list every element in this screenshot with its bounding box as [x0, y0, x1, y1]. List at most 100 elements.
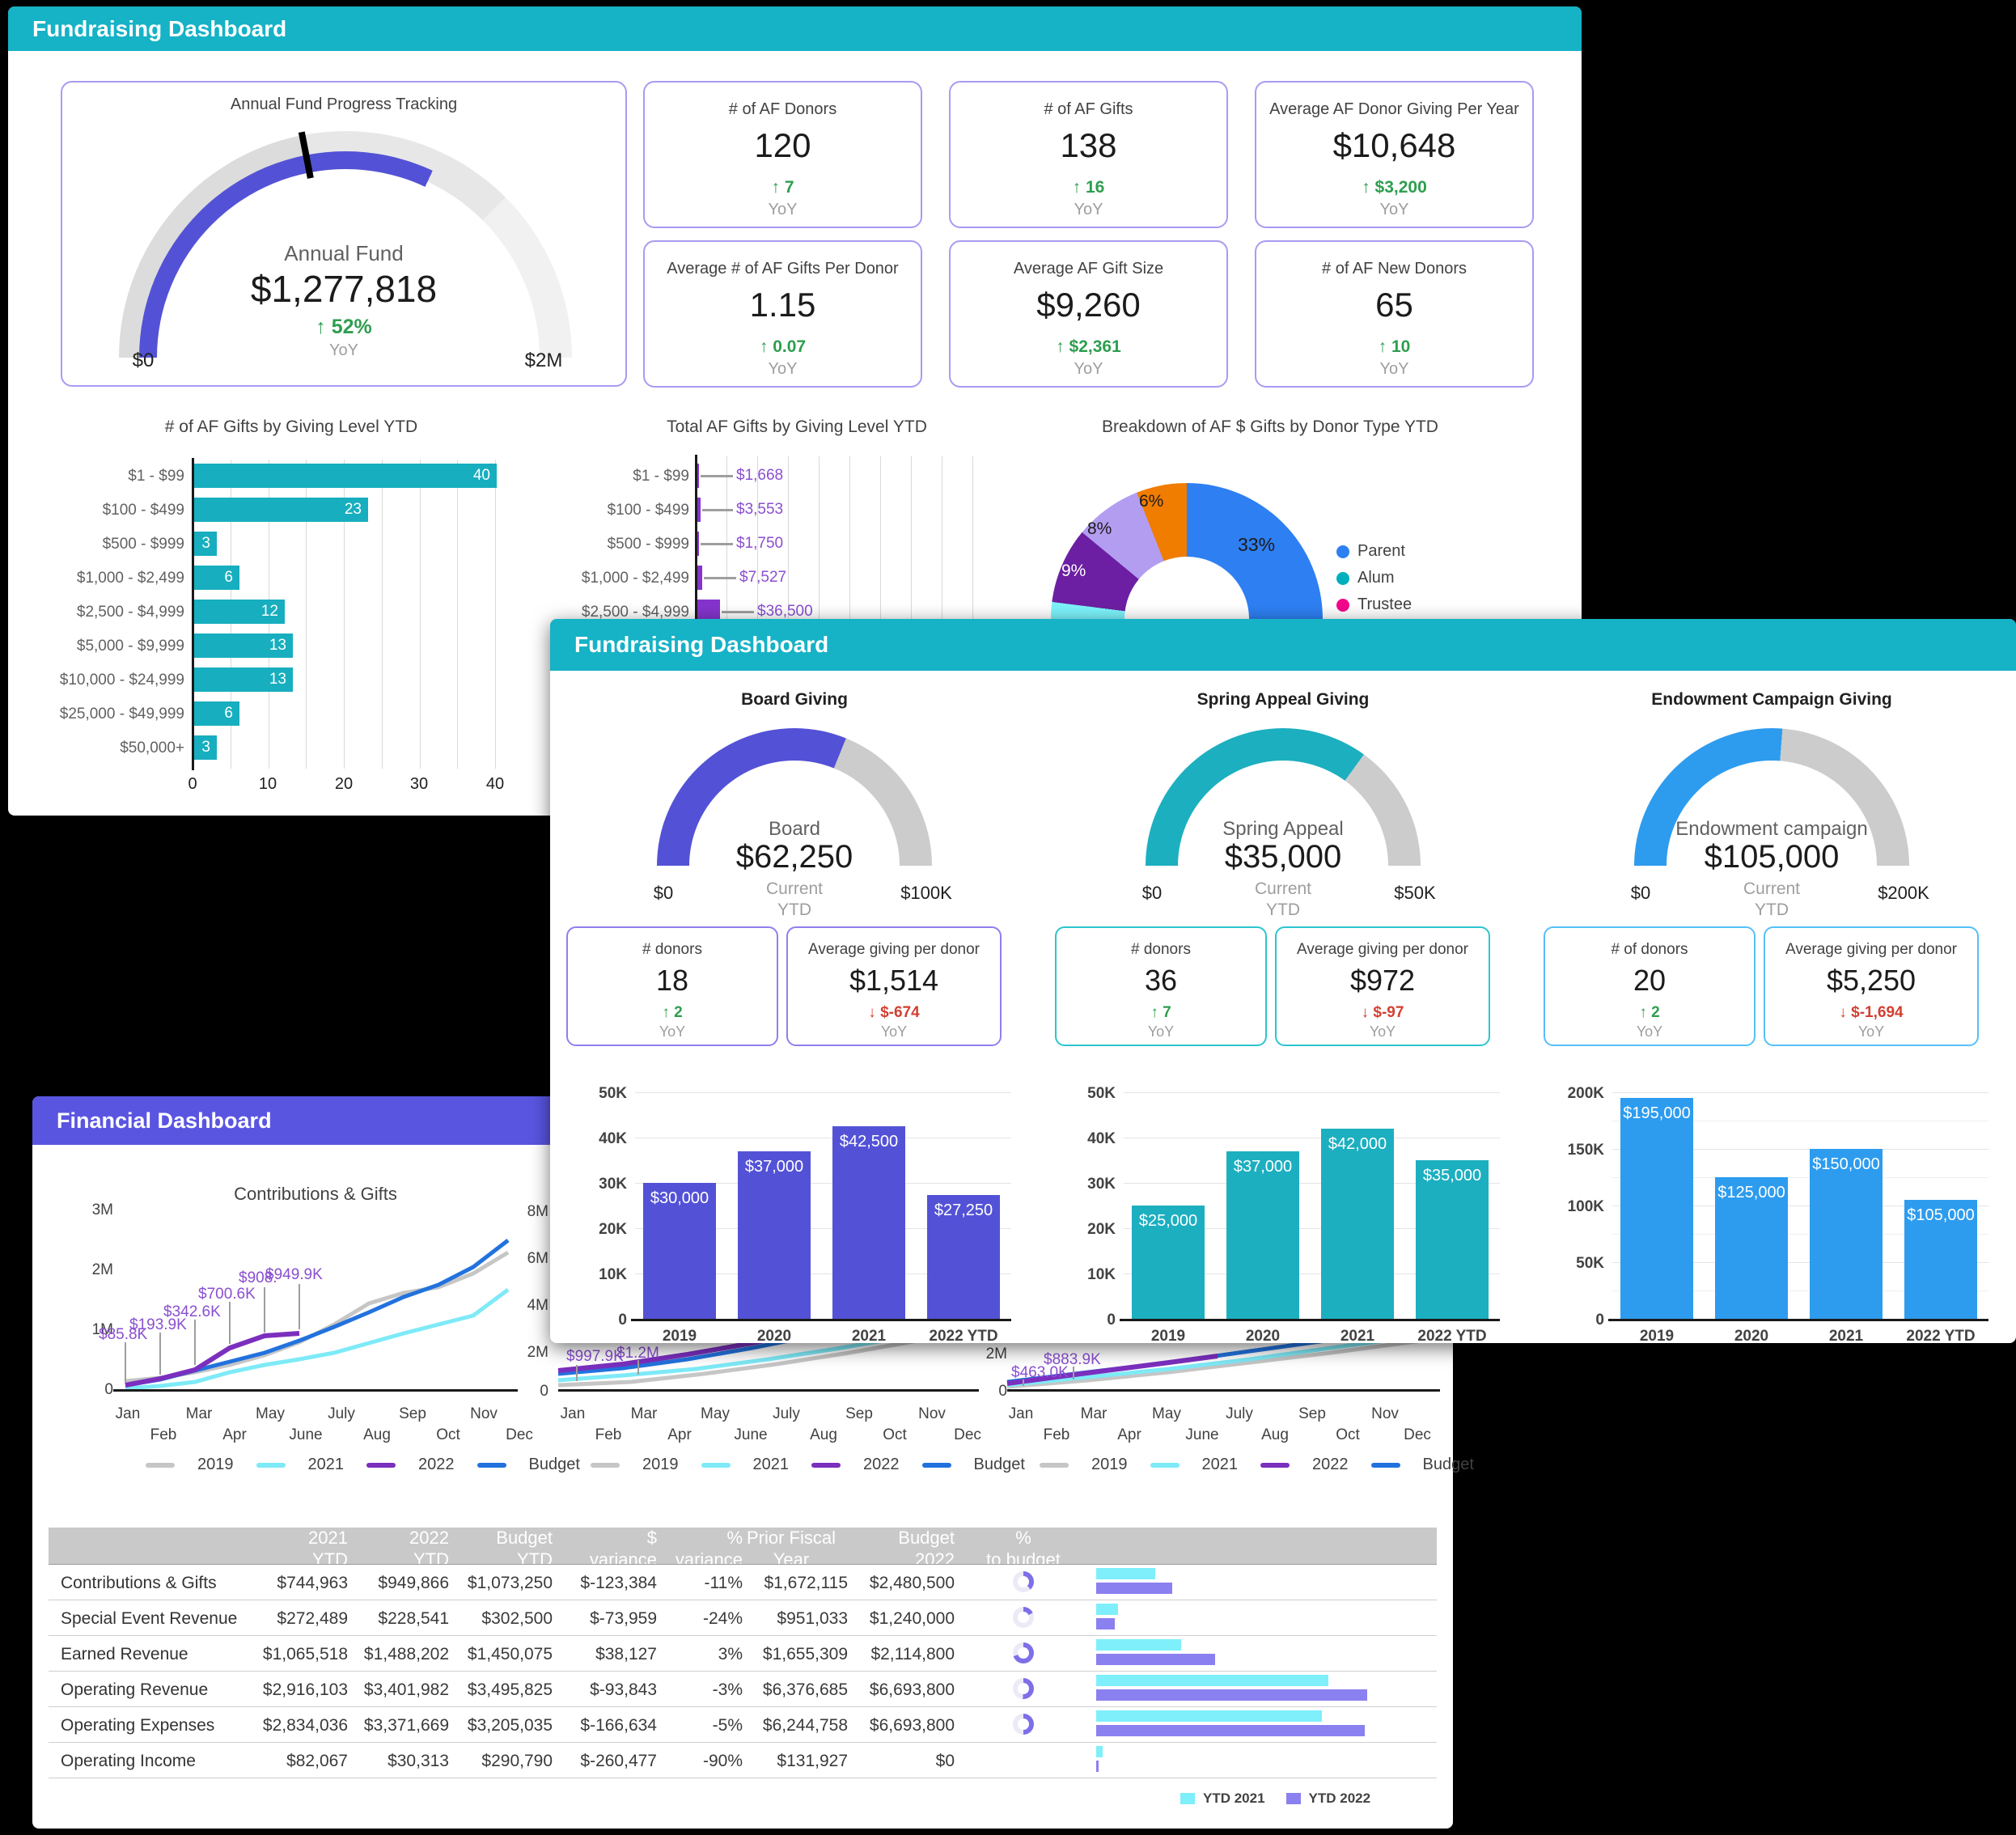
- donors-card: # donors 36 ↑ 7 YoY: [1055, 926, 1267, 1046]
- bar-2021[interactable]: $42,500: [832, 1126, 905, 1319]
- kpi-yoy: YoY: [1379, 360, 1409, 378]
- contributions-line-chart: [125, 1239, 510, 1391]
- bar-value-label: $1,750: [736, 535, 784, 552]
- bar-2019[interactable]: $25,000: [1132, 1206, 1205, 1319]
- kpi-yoy: YoY: [768, 201, 798, 218]
- chart3-lines: [1006, 1333, 1441, 1389]
- chart3-legend[interactable]: 2019 2021 2022 Budget: [1040, 1456, 1474, 1474]
- bar-ytd-2021[interactable]: [1096, 1568, 1155, 1579]
- month-label: Apr: [667, 1426, 692, 1443]
- cat-label: $10,000 - $24,999: [59, 672, 184, 689]
- bar[interactable]: 6: [194, 701, 239, 726]
- month-label: Mar: [1080, 1405, 1108, 1422]
- bar-ytd-2021[interactable]: [1096, 1675, 1328, 1686]
- legend-label: YTD 2021: [1203, 1791, 1265, 1806]
- chart2-legend[interactable]: 2019 2021 2022 Budget: [591, 1456, 1025, 1474]
- kpi-yoy: YoY: [1074, 201, 1103, 218]
- bar[interactable]: [697, 532, 699, 556]
- bar-ytd-2021[interactable]: [1096, 1710, 1322, 1722]
- cat-label: $500 - $999: [102, 536, 184, 553]
- gauge-sub1: Current: [1254, 879, 1312, 898]
- bar[interactable]: 6: [194, 566, 239, 590]
- window1-titlebar[interactable]: Fundraising Dashboard: [8, 6, 1582, 51]
- bar-2021[interactable]: $42,000: [1321, 1129, 1394, 1319]
- col-header: Prior Fiscal Year: [746, 1528, 836, 1570]
- bar-ytd-2022[interactable]: [1096, 1654, 1215, 1665]
- slice-label: 8%: [1087, 519, 1112, 538]
- month-label: Mar: [185, 1405, 213, 1422]
- bar-2022[interactable]: $27,250: [927, 1195, 1000, 1319]
- bar-2022[interactable]: $35,000: [1416, 1160, 1489, 1319]
- row-label: Operating Revenue: [61, 1680, 209, 1699]
- bar[interactable]: 13: [194, 667, 293, 692]
- bar-ytd-2021[interactable]: [1096, 1746, 1103, 1757]
- kpi-delta: ↑ 16: [1072, 178, 1105, 197]
- gauge-sub2: YTD: [1755, 901, 1789, 919]
- ytick: 0: [540, 1383, 548, 1400]
- bar[interactable]: 40: [194, 464, 497, 488]
- col-header: 2021 YTD: [308, 1528, 348, 1570]
- line-label: $463.0K: [1011, 1364, 1069, 1381]
- gauge-label: Endowment campaign: [1675, 818, 1868, 840]
- pct-to-budget-ring: [1013, 1607, 1034, 1628]
- cat-label: $5,000 - $9,999: [76, 638, 184, 655]
- kpi-card-af-donors: # of AF Donors 120 ↑ 7 YoY: [643, 81, 922, 228]
- legend-swatch: [1370, 1462, 1400, 1468]
- bar-2019[interactable]: $195,000: [1620, 1098, 1693, 1319]
- month-label: Sep: [845, 1405, 873, 1422]
- month-label: Apr: [222, 1426, 247, 1443]
- kpi-delta: ↑ 7: [771, 178, 794, 197]
- month-label: Feb: [150, 1426, 177, 1443]
- bar[interactable]: [697, 464, 699, 488]
- xtick: 30: [409, 775, 429, 793]
- kpi-title: # of AF Donors: [728, 100, 837, 118]
- bar[interactable]: [697, 498, 701, 522]
- bar-ytd-2022[interactable]: [1096, 1725, 1365, 1736]
- bar[interactable]: 3: [194, 735, 217, 760]
- cat-label: $50,000+: [120, 740, 184, 756]
- legend-item-parent[interactable]: Parent: [1336, 542, 1412, 561]
- bar[interactable]: 23: [194, 498, 368, 522]
- bar-2020[interactable]: $37,000: [738, 1151, 811, 1319]
- col-header: % variance: [675, 1528, 743, 1570]
- table-row[interactable]: Contributions & Gifts $744,963 $949,866 …: [49, 1564, 1437, 1600]
- bar-2020[interactable]: $37,000: [1226, 1151, 1299, 1319]
- col-header: % to budget: [986, 1528, 1061, 1570]
- col-header: 2022 YTD: [409, 1528, 449, 1570]
- legend-swatch: [1150, 1462, 1180, 1468]
- bar[interactable]: 13: [194, 634, 293, 658]
- table-row[interactable]: Operating Revenue $2,916,103 $3,401,982 …: [49, 1671, 1437, 1706]
- bar-2020[interactable]: $125,000: [1715, 1177, 1788, 1319]
- window2-titlebar[interactable]: Fundraising Dashboard: [550, 619, 2016, 671]
- legend-item-alum[interactable]: Alum: [1336, 569, 1412, 587]
- month-label: Jan: [115, 1405, 141, 1422]
- ytick: 2M: [985, 1346, 1007, 1362]
- table-row[interactable]: Operating Income $82,067 $30,313 $290,79…: [49, 1742, 1437, 1778]
- chart1-legend[interactable]: 2019 2021 2022 Budget: [146, 1456, 580, 1474]
- contributions-chart-title: Contributions & Gifts: [234, 1184, 397, 1204]
- table-row[interactable]: Special Event Revenue $272,489 $228,541 …: [49, 1600, 1437, 1635]
- line-label: $949.9K: [265, 1266, 323, 1283]
- bar-2019[interactable]: $30,000: [643, 1183, 716, 1319]
- bar-value-label: $1,668: [736, 467, 784, 484]
- bar[interactable]: 12: [194, 600, 285, 624]
- bar-ytd-2022[interactable]: [1096, 1618, 1115, 1629]
- legend-item-trustee[interactable]: Trustee: [1336, 595, 1412, 614]
- bar[interactable]: [697, 566, 702, 590]
- bar-ytd-2021[interactable]: [1096, 1604, 1118, 1615]
- bar-2021[interactable]: $150,000: [1810, 1149, 1883, 1319]
- bar-2022[interactable]: $105,000: [1904, 1200, 1977, 1319]
- bar[interactable]: 3: [194, 532, 217, 556]
- pct-to-budget-ring: [1013, 1678, 1034, 1699]
- table-row[interactable]: Operating Expenses $2,834,036 $3,371,669…: [49, 1706, 1437, 1742]
- kpi-yoy: YoY: [1379, 201, 1409, 218]
- slice-label: 6%: [1139, 492, 1164, 511]
- legend-swatch: [146, 1462, 175, 1468]
- bar-ytd-2021[interactable]: [1096, 1639, 1181, 1651]
- bar-ytd-2022[interactable]: [1096, 1583, 1172, 1594]
- legend-swatch: [1285, 1793, 1301, 1804]
- bar-ytd-2022[interactable]: [1096, 1689, 1367, 1701]
- table-row[interactable]: Earned Revenue $1,065,518 $1,488,202 $1,…: [49, 1635, 1437, 1671]
- gauge-sub2: YTD: [777, 901, 811, 919]
- bar-ytd-2022[interactable]: [1096, 1761, 1099, 1772]
